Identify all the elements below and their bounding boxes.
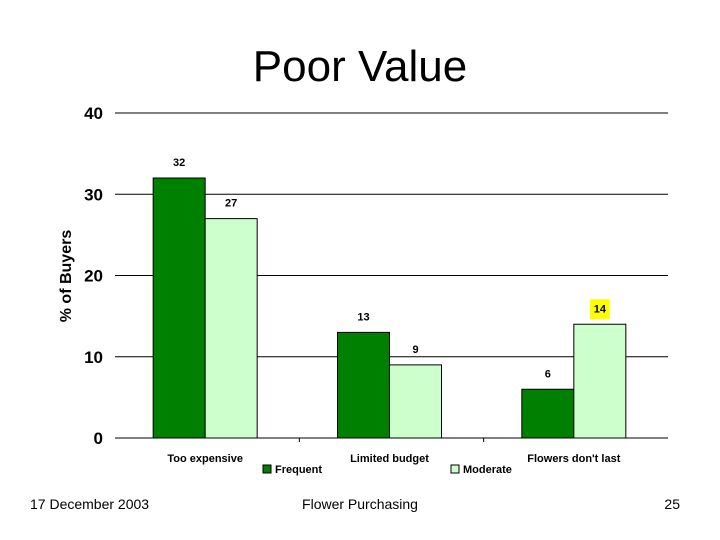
legend-label: Moderate bbox=[463, 464, 512, 476]
bar bbox=[389, 364, 442, 439]
data-label: 14 bbox=[594, 303, 607, 315]
legend-label: Frequent bbox=[275, 464, 322, 476]
y-tick-label: 20 bbox=[84, 267, 103, 286]
y-tick-label: 30 bbox=[84, 185, 103, 204]
y-tick-label: 40 bbox=[84, 104, 103, 123]
data-label-highlight bbox=[589, 299, 610, 320]
bar bbox=[152, 177, 206, 439]
x-tick-label: Too expensive bbox=[167, 453, 243, 465]
data-label: 32 bbox=[173, 157, 185, 169]
bar-chart: 0 10 20 30 40 % of Buyers 32 27 Too expensive 13 9… bbox=[58, 104, 668, 476]
x-tick-label: Limited budget bbox=[350, 453, 429, 465]
bar bbox=[573, 323, 627, 439]
bar bbox=[337, 331, 390, 439]
footer-date: 17 December 2003 bbox=[30, 496, 150, 512]
page-number: 25 bbox=[664, 496, 680, 512]
legend-swatch bbox=[262, 464, 272, 474]
y-tick-label: 10 bbox=[84, 348, 103, 367]
bar bbox=[521, 388, 575, 439]
x-tick-label: Flowers don't last bbox=[527, 453, 620, 465]
footer-title: Flower Purchasing bbox=[302, 496, 418, 512]
bar bbox=[204, 218, 258, 439]
y-tick-label: 0 bbox=[94, 429, 103, 448]
data-label: 13 bbox=[357, 311, 369, 323]
data-label: 9 bbox=[412, 344, 418, 356]
data-label: 27 bbox=[225, 198, 237, 210]
y-axis-label: % of Buyers bbox=[58, 230, 75, 323]
legend-swatch bbox=[450, 464, 460, 474]
chart-title: Poor Value bbox=[252, 42, 468, 91]
data-label: 6 bbox=[545, 368, 551, 380]
